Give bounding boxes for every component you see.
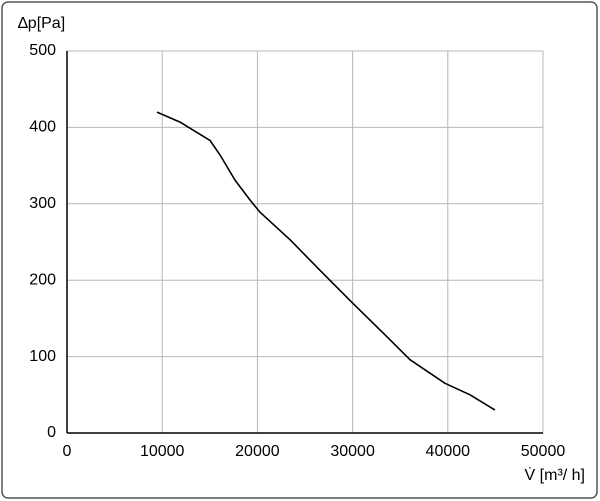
x-tick-label: 10000	[140, 443, 185, 460]
x-axis-label: V̇ [m³/ h]	[525, 466, 585, 484]
y-tick-label: 400	[29, 119, 56, 136]
y-tick-label: 500	[29, 42, 56, 59]
y-tick-label: 0	[47, 424, 56, 441]
y-tick-label: 300	[29, 195, 56, 212]
x-tick-label: 50000	[521, 443, 566, 460]
curve	[156, 111, 496, 411]
y-tick-label: 100	[29, 348, 56, 365]
y-axis-label: ∆p[Pa]	[18, 15, 65, 32]
x-tick-label: 30000	[330, 443, 375, 460]
x-tick-label: 0	[63, 443, 72, 460]
x-tick-label: 40000	[426, 443, 471, 460]
x-tick-label: 20000	[235, 443, 280, 460]
y-tick-label: 200	[29, 271, 56, 288]
